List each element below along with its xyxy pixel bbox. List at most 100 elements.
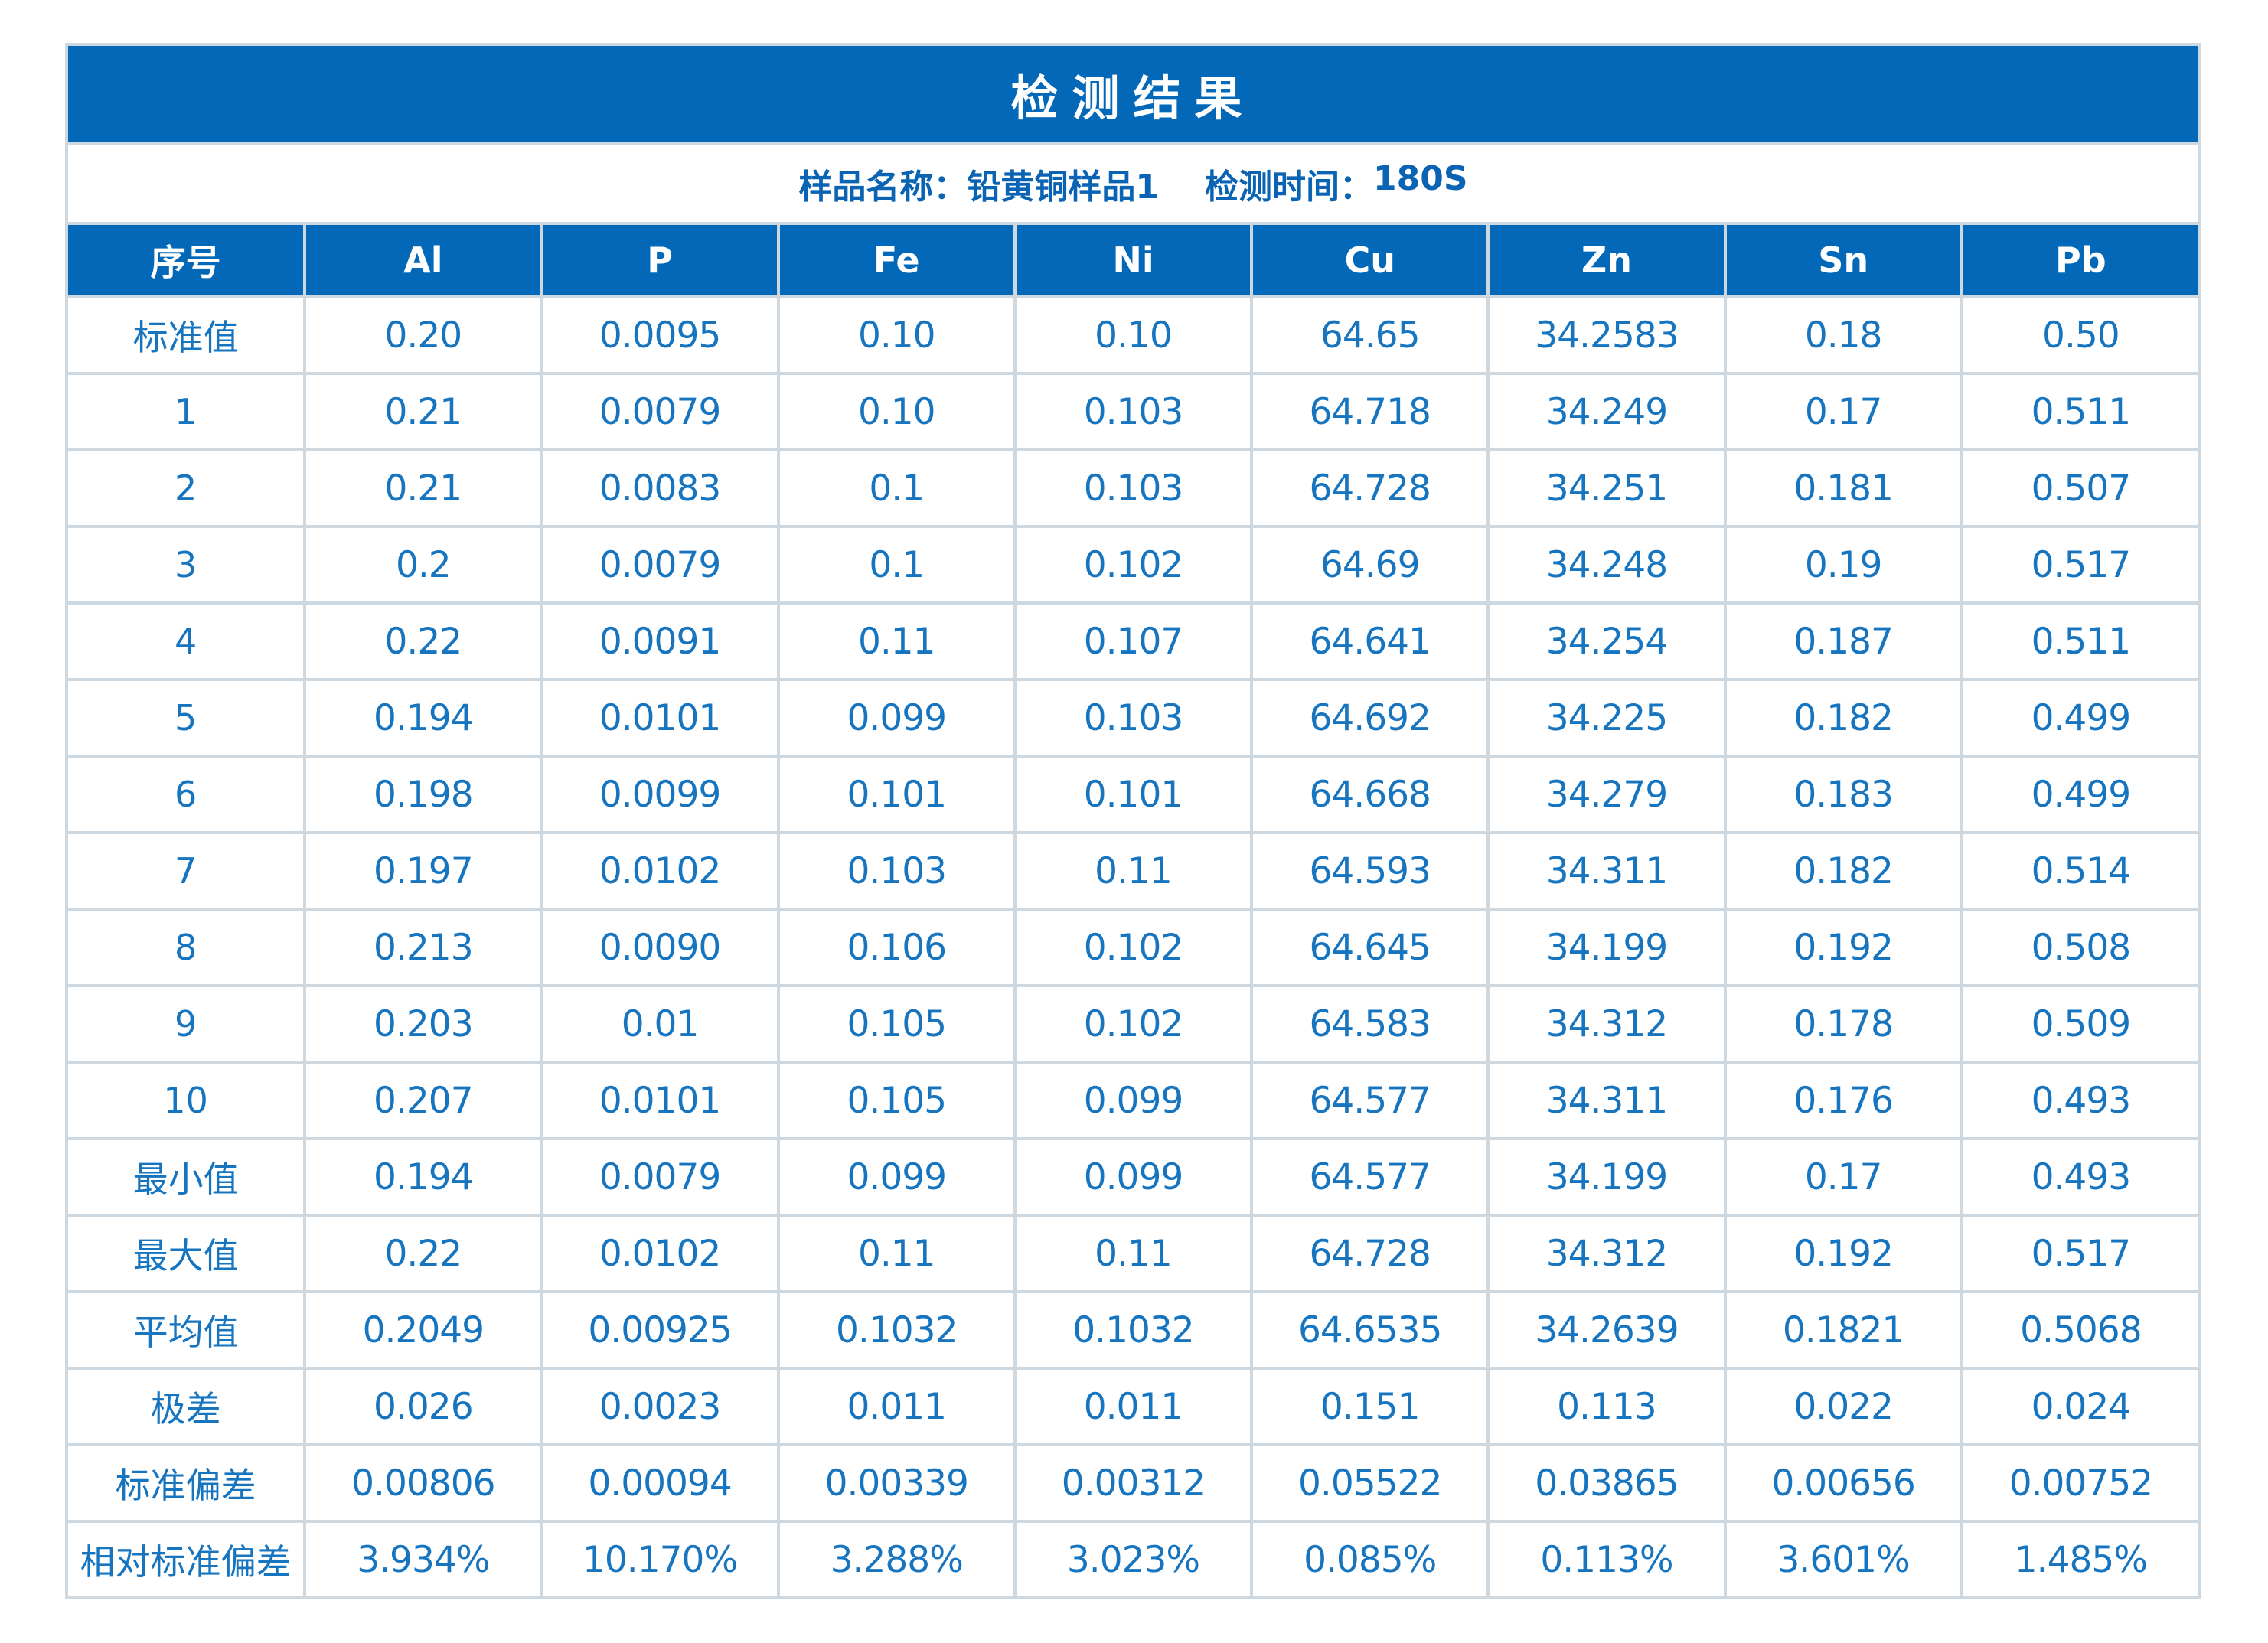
cell-cu: 64.728 bbox=[1250, 1214, 1490, 1293]
cell-p: 0.0095 bbox=[540, 295, 780, 375]
table-row-average: 平均值 0.2049 0.00925 0.1032 0.1032 64.6535 34.26… bbox=[68, 1290, 2198, 1370]
cell-pb: 0.511 bbox=[1960, 372, 2198, 451]
cell-zn: 34.311 bbox=[1486, 831, 1727, 911]
detection-time-label: 检测时间： bbox=[1205, 168, 1374, 207]
cell-ni: 0.10 bbox=[1013, 295, 1254, 375]
report-title: 检测结果 bbox=[68, 46, 2198, 145]
cell-pb: 0.499 bbox=[1960, 678, 2198, 758]
cell-al: 0.22 bbox=[303, 1214, 543, 1293]
table-row-measurement-10: 10 0.207 0.0101 0.105 0.099 64.577 34.311 0.176… bbox=[68, 1061, 2198, 1140]
table-row-relative-standard-deviation: 相对标准偏差 3.934% 10.170% 3.288% 3.023% 0.085% 0.1… bbox=[68, 1520, 2198, 1596]
cell-ni: 0.11 bbox=[1013, 831, 1254, 911]
cell-p: 0.0099 bbox=[540, 755, 780, 834]
cell-zn: 34.251 bbox=[1486, 448, 1727, 528]
cell-al: 0.21 bbox=[303, 372, 543, 451]
cell-pb: 0.507 bbox=[1960, 448, 2198, 528]
cell-fe: 3.288% bbox=[776, 1520, 1017, 1596]
table-row-measurement-4: 4 0.22 0.0091 0.11 0.107 64.641 34.254 0.187 0.5… bbox=[68, 601, 2198, 681]
cell-sn: 0.192 bbox=[1723, 908, 1963, 987]
cell-fe: 0.00339 bbox=[776, 1443, 1017, 1523]
cell-cu: 64.668 bbox=[1250, 755, 1490, 834]
cell-cu: 0.151 bbox=[1250, 1367, 1490, 1446]
cell-al: 0.197 bbox=[303, 831, 543, 911]
cell-cu: 64.692 bbox=[1250, 678, 1490, 758]
cell-zn: 0.113 bbox=[1486, 1367, 1727, 1446]
cell-ni: 0.011 bbox=[1013, 1367, 1254, 1446]
cell-sn: 0.022 bbox=[1723, 1367, 1963, 1446]
column-header-al: Al bbox=[303, 225, 543, 298]
table-row-standard-deviation: 标准偏差 0.00806 0.00094 0.00339 0.00312 0.05522 0… bbox=[68, 1443, 2198, 1523]
cell-p: 0.0102 bbox=[540, 831, 780, 911]
cell-fe: 0.101 bbox=[776, 755, 1017, 834]
cell-sn: 0.178 bbox=[1723, 984, 1963, 1064]
cell-p: 0.0079 bbox=[540, 372, 780, 451]
cell-zn: 34.312 bbox=[1486, 984, 1727, 1064]
table-row-measurement-5: 5 0.194 0.0101 0.099 0.103 64.692 34.225 0.182 0… bbox=[68, 678, 2198, 758]
detection-time-value: 180S bbox=[1373, 159, 1468, 198]
cell-ni: 0.107 bbox=[1013, 601, 1254, 681]
cell-zn: 34.199 bbox=[1486, 1137, 1727, 1217]
cell-sn: 0.00656 bbox=[1723, 1443, 1963, 1523]
cell-ni: 0.103 bbox=[1013, 372, 1254, 451]
cell-fe: 0.11 bbox=[776, 1214, 1017, 1293]
cell-al: 0.2049 bbox=[303, 1290, 543, 1370]
row-label: 6 bbox=[68, 755, 307, 834]
cell-pb: 0.493 bbox=[1960, 1137, 2198, 1217]
cell-p: 0.0101 bbox=[540, 678, 780, 758]
cell-p: 0.0083 bbox=[540, 448, 780, 528]
cell-pb: 0.517 bbox=[1960, 525, 2198, 605]
cell-cu: 64.593 bbox=[1250, 831, 1490, 911]
cell-pb: 0.024 bbox=[1960, 1367, 2198, 1446]
cell-pb: 0.509 bbox=[1960, 984, 2198, 1064]
cell-al: 3.934% bbox=[303, 1520, 543, 1596]
row-label: 7 bbox=[68, 831, 307, 911]
table-row-measurement-8: 8 0.213 0.0090 0.106 0.102 64.645 34.199 0.192 0… bbox=[68, 908, 2198, 987]
cell-sn: 0.181 bbox=[1723, 448, 1963, 528]
cell-zn: 34.2639 bbox=[1486, 1290, 1727, 1370]
cell-cu: 64.69 bbox=[1250, 525, 1490, 605]
cell-sn: 0.1821 bbox=[1723, 1290, 1963, 1370]
row-label: 相对标准偏差 bbox=[68, 1520, 307, 1596]
cell-zn: 34.249 bbox=[1486, 372, 1727, 451]
cell-cu: 64.65 bbox=[1250, 295, 1490, 375]
cell-fe: 0.11 bbox=[776, 601, 1017, 681]
column-header-pb: Pb bbox=[1960, 225, 2198, 298]
cell-al: 0.21 bbox=[303, 448, 543, 528]
cell-cu: 64.728 bbox=[1250, 448, 1490, 528]
cell-al: 0.213 bbox=[303, 908, 543, 987]
cell-sn: 0.19 bbox=[1723, 525, 1963, 605]
column-header-ni: Ni bbox=[1013, 225, 1254, 298]
cell-al: 0.2 bbox=[303, 525, 543, 605]
cell-sn: 0.17 bbox=[1723, 372, 1963, 451]
cell-fe: 0.105 bbox=[776, 1061, 1017, 1140]
table-row-minimum: 最小值 0.194 0.0079 0.099 0.099 64.577 34.199 0.17… bbox=[68, 1137, 2198, 1217]
row-label: 3 bbox=[68, 525, 307, 605]
row-label: 最小值 bbox=[68, 1137, 307, 1217]
column-header-p: P bbox=[540, 225, 780, 298]
cell-pb: 0.5068 bbox=[1960, 1290, 2198, 1370]
cell-fe: 0.099 bbox=[776, 1137, 1017, 1217]
cell-fe: 0.106 bbox=[776, 908, 1017, 987]
row-label: 5 bbox=[68, 678, 307, 758]
cell-p: 0.00925 bbox=[540, 1290, 780, 1370]
row-label: 9 bbox=[68, 984, 307, 1064]
cell-fe: 0.10 bbox=[776, 372, 1017, 451]
cell-cu: 0.05522 bbox=[1250, 1443, 1490, 1523]
column-header-fe: Fe bbox=[776, 225, 1017, 298]
table-row-maximum: 最大值 0.22 0.0102 0.11 0.11 64.728 34.312 0.192 0.… bbox=[68, 1214, 2198, 1293]
cell-sn: 0.182 bbox=[1723, 678, 1963, 758]
cell-sn: 3.601% bbox=[1723, 1520, 1963, 1596]
cell-pb: 0.514 bbox=[1960, 831, 2198, 911]
cell-cu: 64.6535 bbox=[1250, 1290, 1490, 1370]
row-label: 标准值 bbox=[68, 295, 307, 375]
cell-ni: 0.103 bbox=[1013, 448, 1254, 528]
table-row-measurement-3: 3 0.2 0.0079 0.1 0.102 64.69 34.248 0.19 0.517 bbox=[68, 525, 2198, 605]
cell-fe: 0.1 bbox=[776, 525, 1017, 605]
row-label: 10 bbox=[68, 1061, 307, 1140]
cell-zn: 34.248 bbox=[1486, 525, 1727, 605]
cell-al: 0.00806 bbox=[303, 1443, 543, 1523]
cell-cu: 0.085% bbox=[1250, 1520, 1490, 1596]
cell-ni: 0.103 bbox=[1013, 678, 1254, 758]
cell-ni: 0.102 bbox=[1013, 908, 1254, 987]
column-header-sn: Sn bbox=[1723, 225, 1963, 298]
